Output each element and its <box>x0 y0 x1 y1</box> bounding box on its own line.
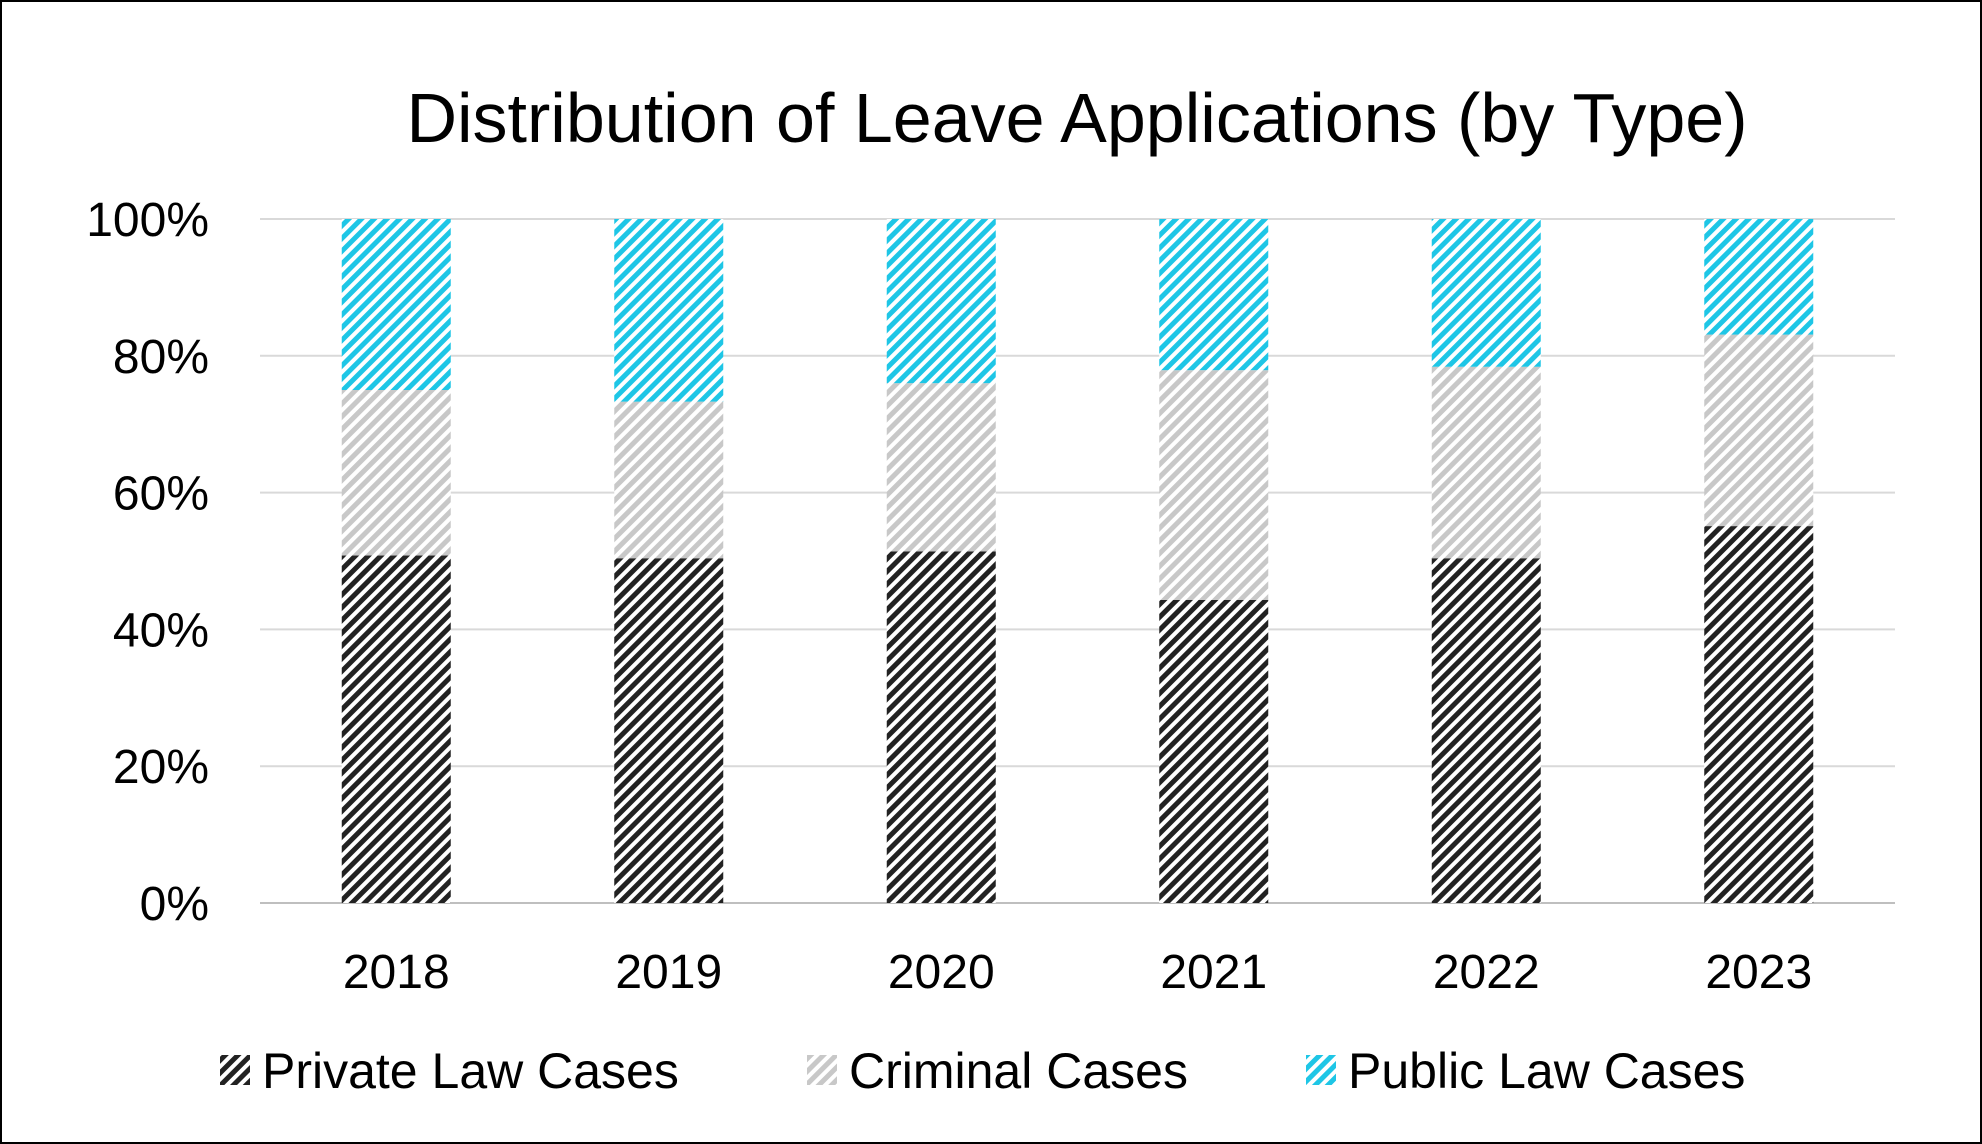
legend-label: Private Law Cases <box>262 1043 679 1099</box>
bar-segment <box>341 390 451 556</box>
legend: Private Law Cases Criminal Cases Public La… <box>220 1043 1745 1099</box>
y-tick-label: 20% <box>113 741 209 794</box>
bar-segment <box>1431 219 1541 367</box>
bar-segment <box>1704 526 1814 903</box>
bar-segment <box>886 383 996 552</box>
legend-item: Public Law Cases <box>1306 1043 1745 1099</box>
legend-label: Public Law Cases <box>1348 1043 1745 1099</box>
y-tick-label: 40% <box>113 604 209 657</box>
bar-segment <box>1704 334 1814 527</box>
y-tick-label: 0% <box>140 878 209 931</box>
legend-swatch <box>807 1055 837 1085</box>
bar-segment <box>341 219 451 390</box>
bar-segment <box>614 558 724 903</box>
chart-title: Distribution of Leave Applications (by T… <box>406 79 1747 157</box>
bar-segment <box>1159 219 1269 371</box>
x-tick-label: 2022 <box>1433 946 1540 999</box>
x-tick-label: 2019 <box>615 946 722 999</box>
bar-segment <box>886 219 996 384</box>
bar-segment <box>1431 366 1541 559</box>
bar-segment <box>1159 370 1269 600</box>
legend-swatch <box>1306 1055 1336 1085</box>
legend-item: Criminal Cases <box>807 1043 1188 1099</box>
y-axis-ticks: 0% 20% 40% 60% 80% 100% <box>86 194 209 931</box>
x-tick-label: 2020 <box>888 946 995 999</box>
x-tick-label: 2023 <box>1705 946 1812 999</box>
bar-segment <box>614 401 724 559</box>
bar-segment <box>886 551 996 903</box>
y-tick-label: 100% <box>86 194 209 247</box>
bar-segment <box>1431 558 1541 903</box>
legend-label: Criminal Cases <box>849 1043 1188 1099</box>
bar-segment <box>341 555 451 903</box>
grid-layer <box>260 218 1895 904</box>
x-tick-label: 2018 <box>343 946 450 999</box>
bar-segment <box>614 219 724 402</box>
bar-segment <box>1704 219 1814 335</box>
bar-layer <box>341 219 1814 903</box>
legend-item: Private Law Cases <box>220 1043 679 1099</box>
y-tick-label: 60% <box>113 468 209 521</box>
legend-swatch <box>220 1055 250 1085</box>
y-tick-label: 80% <box>113 331 209 384</box>
x-axis-ticks: 2018 2019 2020 2021 2022 2023 <box>343 946 1812 999</box>
bar-segment <box>1159 599 1269 903</box>
x-tick-label: 2021 <box>1160 946 1267 999</box>
